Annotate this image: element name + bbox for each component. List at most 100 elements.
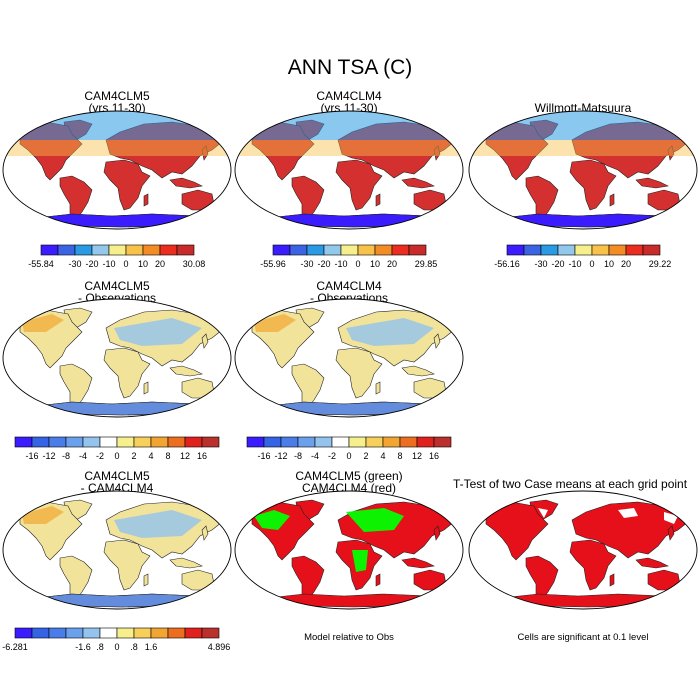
colorbar-tick-label: -12 bbox=[274, 451, 287, 461]
colorbar-swatch bbox=[201, 436, 220, 448]
colorbar-swatch bbox=[416, 436, 435, 448]
colorbar-swatch bbox=[374, 244, 392, 256]
colorbar-swatch bbox=[167, 627, 186, 639]
colorbar-swatch bbox=[57, 244, 75, 256]
japan-landmass bbox=[433, 333, 441, 349]
antarctica-cold-zone bbox=[267, 213, 441, 228]
colorbar-swatch bbox=[263, 436, 282, 448]
madagascar-landmass bbox=[143, 193, 149, 207]
colorbar-tick-label: -4 bbox=[79, 451, 87, 461]
map-border bbox=[2, 298, 232, 418]
p5-map bbox=[234, 298, 464, 418]
colorbar-swatch bbox=[125, 244, 143, 256]
colorbar-swatch bbox=[523, 244, 541, 256]
colorbar-swatch bbox=[348, 436, 367, 448]
colorbar-swatch bbox=[506, 244, 524, 256]
colorbar-tick-label: 8 bbox=[165, 451, 170, 461]
colorbar-tick-label: 12 bbox=[180, 451, 190, 461]
colorbar-tick-label: -2 bbox=[328, 451, 336, 461]
indonesia-landmass bbox=[401, 177, 435, 189]
colorbar-swatch bbox=[82, 627, 101, 639]
australia-landmass bbox=[181, 377, 215, 399]
p4-map bbox=[2, 298, 232, 418]
colorbar-tick-label: 2 bbox=[131, 451, 136, 461]
colorbar-swatch bbox=[433, 436, 452, 448]
eurasia-nonsig-region bbox=[618, 508, 638, 518]
p1-title: CAM4CLM5 bbox=[84, 89, 150, 103]
warm-anomaly-region bbox=[254, 314, 296, 332]
africa-landmass bbox=[569, 159, 617, 211]
japan-landmass bbox=[201, 145, 209, 161]
antarctica-landmass bbox=[501, 593, 675, 608]
colorbar-tick-label: -30 bbox=[300, 259, 313, 269]
p7-map bbox=[2, 490, 232, 610]
colorbar-swatch bbox=[591, 244, 609, 256]
eurasia-green-region bbox=[346, 508, 404, 532]
colorbar-swatch bbox=[133, 627, 152, 639]
map-border bbox=[234, 110, 464, 230]
colorbar-tick-label: -20 bbox=[85, 259, 98, 269]
colorbar-tick-label: 4 bbox=[380, 451, 385, 461]
colorbar-swatch bbox=[65, 436, 84, 448]
warm-anomaly-region bbox=[22, 506, 64, 524]
africa-landmass bbox=[103, 539, 151, 591]
colorbar-tick-label: -20 bbox=[317, 259, 330, 269]
colorbar-tick-label: -55.96 bbox=[260, 259, 286, 269]
colorbar-tick-label: -8 bbox=[294, 451, 302, 461]
japan-landmass bbox=[433, 525, 441, 541]
japan-landmass bbox=[201, 333, 209, 349]
map-border bbox=[234, 298, 464, 418]
greenland-nonsig-region bbox=[538, 508, 548, 518]
colorbar-tick-label: -30 bbox=[68, 259, 81, 269]
madagascar-landmass bbox=[609, 193, 615, 207]
p4-colorbar: -16 -12 -8 -4 -2 0 2 4 8 12 16 bbox=[14, 436, 220, 461]
colorbar-tick-label: -1.6 bbox=[75, 642, 91, 652]
colorbar-swatch bbox=[246, 436, 265, 448]
colorbar-swatch bbox=[331, 436, 350, 448]
high-latitude-cold-zone bbox=[235, 111, 463, 140]
colorbar-tick-label: -10 bbox=[102, 259, 115, 269]
africa-landmass bbox=[103, 159, 151, 211]
colorbar-tick-label: -10 bbox=[568, 259, 581, 269]
indonesia-landmass bbox=[635, 177, 669, 189]
eurasia-landmass bbox=[571, 501, 689, 559]
colorbar-swatch bbox=[608, 244, 626, 256]
colorbar-swatch bbox=[289, 244, 307, 256]
p3-map bbox=[468, 110, 698, 230]
colorbar-tick-label: -16 bbox=[25, 451, 38, 461]
colorbar-tick-label: 30.08 bbox=[182, 259, 205, 269]
colorbar-tick-label: -30 bbox=[534, 259, 547, 269]
colorbar-tick-label: -55.84 bbox=[28, 259, 54, 269]
antarctica-cold-zone bbox=[501, 213, 675, 228]
colorbar-tick-label: -6.281 bbox=[2, 642, 28, 652]
africa-green-region bbox=[352, 550, 368, 572]
colorbar-swatch bbox=[399, 436, 418, 448]
mid-latitude-zone bbox=[235, 140, 463, 156]
antarctica-landmass bbox=[267, 593, 441, 608]
colorbar-tick-label: 29.22 bbox=[648, 259, 671, 269]
colorbar-tick-label: 1.6 bbox=[145, 642, 158, 652]
p2-map bbox=[234, 110, 464, 230]
map-border bbox=[468, 110, 698, 230]
colorbar-swatch bbox=[272, 244, 290, 256]
p1-map bbox=[2, 110, 232, 230]
colorbar-swatch bbox=[82, 436, 101, 448]
indonesia-landmass bbox=[635, 557, 669, 569]
colorbar-tick-label: 0 bbox=[346, 451, 351, 461]
cool-anomaly-region bbox=[346, 318, 434, 346]
colorbar-swatch bbox=[201, 627, 220, 639]
madagascar-landmass bbox=[143, 381, 149, 395]
map-border bbox=[468, 490, 698, 610]
indonesia-landmass bbox=[169, 557, 203, 569]
colorbar-tick-label: .8 bbox=[96, 642, 104, 652]
australia-landmass bbox=[413, 189, 447, 211]
indonesia-landmass bbox=[169, 365, 203, 377]
colorbar-tick-label: -10 bbox=[334, 259, 347, 269]
colorbar-swatch bbox=[40, 244, 58, 256]
colorbar-swatch bbox=[74, 244, 92, 256]
colorbar-swatch bbox=[382, 436, 401, 448]
p9-title: T-Test of two Case means at each grid po… bbox=[452, 477, 688, 491]
colorbar-swatch bbox=[31, 627, 50, 639]
p8-title: CAM4CLM5 (green) bbox=[295, 469, 403, 483]
colorbar-swatch bbox=[557, 244, 575, 256]
